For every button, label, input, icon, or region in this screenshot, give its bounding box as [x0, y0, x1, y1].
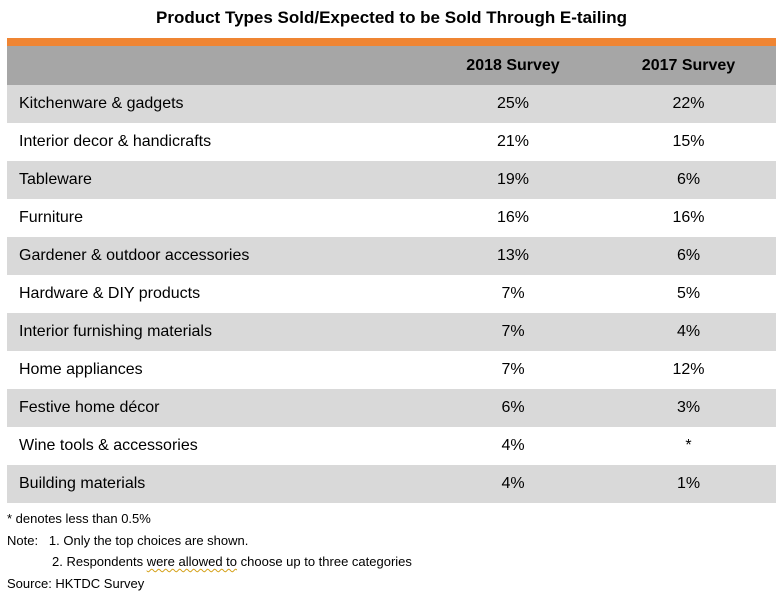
row-label: Festive home décor: [19, 399, 160, 416]
value-2018: 19%: [496, 171, 530, 188]
note-1: Note: 1. Only the top choices are shown.: [7, 532, 249, 548]
value-2018: 21%: [496, 133, 530, 150]
value-2017: 1%: [676, 475, 701, 492]
table-row: Kitchenware & gadgets 25% 22%: [7, 85, 776, 123]
row-label: Building materials: [19, 475, 146, 492]
row-label: Hardware & DIY products: [19, 285, 201, 302]
value-2018: 6%: [501, 399, 525, 416]
value-2017: 5%: [676, 285, 701, 302]
table-row: Interior decor & handicrafts 21% 15%: [7, 123, 776, 161]
value-2017: 3%: [676, 399, 701, 416]
header-cell-2018: 2018 Survey: [466, 56, 560, 74]
accent-bar: [7, 38, 776, 46]
value-2017: *: [685, 437, 692, 454]
note-2-text-end: choose up to three categories: [237, 554, 412, 569]
table-title: Product Types Sold/Expected to be Sold T…: [156, 8, 627, 27]
table-row: Interior furnishing materials 7% 4%: [7, 313, 776, 351]
table-row: Hardware & DIY products 7% 5%: [7, 275, 776, 313]
value-2018: 7%: [501, 285, 525, 302]
value-2018: 25%: [496, 95, 530, 112]
table-row: Building materials 4% 1%: [7, 465, 776, 503]
value-2017: 4%: [676, 323, 701, 340]
footnote: * denotes less than 0.5%: [7, 511, 151, 526]
table-header-row: 2018 Survey 2017 Survey: [7, 46, 776, 85]
table-row: Gardener & outdoor accessories 13% 6%: [7, 237, 776, 275]
row-label: Gardener & outdoor accessories: [19, 247, 250, 264]
value-2017: 6%: [676, 171, 701, 188]
header-cell-2017: 2017 Survey: [641, 56, 736, 74]
value-2017: 12%: [672, 361, 705, 378]
table-row: Home appliances 7% 12%: [7, 351, 776, 389]
value-2018: 7%: [501, 323, 525, 340]
row-label: Kitchenware & gadgets: [19, 95, 184, 112]
table-row: Wine tools & accessories 4% *: [7, 427, 776, 465]
value-2017: 16%: [672, 209, 705, 226]
value-2018: 7%: [501, 361, 525, 378]
value-2017: 22%: [672, 95, 705, 112]
value-2017: 15%: [672, 133, 705, 150]
note-2-text-start: 2. Respondents: [52, 554, 147, 569]
row-label: Interior furnishing materials: [19, 323, 212, 340]
table-row: Furniture 16% 16%: [7, 199, 776, 237]
source: Source: HKTDC Survey: [7, 575, 145, 591]
table-row: Tableware 19% 6%: [7, 161, 776, 199]
note-2: 2. Respondents were allowed to choose up…: [7, 551, 412, 573]
table-notes: * denotes less than 0.5% Note: 1. Only t…: [7, 508, 412, 594]
row-label: Interior decor & handicrafts: [19, 133, 212, 150]
value-2018: 4%: [501, 437, 525, 454]
row-label: Tableware: [19, 171, 92, 188]
table-body: Kitchenware & gadgets 25% 22% Interior deco…: [7, 85, 776, 503]
value-2018: 13%: [496, 247, 530, 264]
value-2018: 4%: [501, 475, 525, 492]
note-2-spellcheck-text: were allowed to: [146, 554, 238, 569]
table-row: Festive home décor 6% 3%: [7, 389, 776, 427]
row-label: Home appliances: [19, 361, 143, 378]
data-table: 2018 Survey 2017 Survey Kitchenware & ga…: [7, 38, 776, 503]
value-2018: 16%: [496, 209, 530, 226]
row-label: Furniture: [19, 209, 84, 226]
row-label: Wine tools & accessories: [19, 437, 198, 454]
value-2017: 6%: [676, 247, 701, 264]
